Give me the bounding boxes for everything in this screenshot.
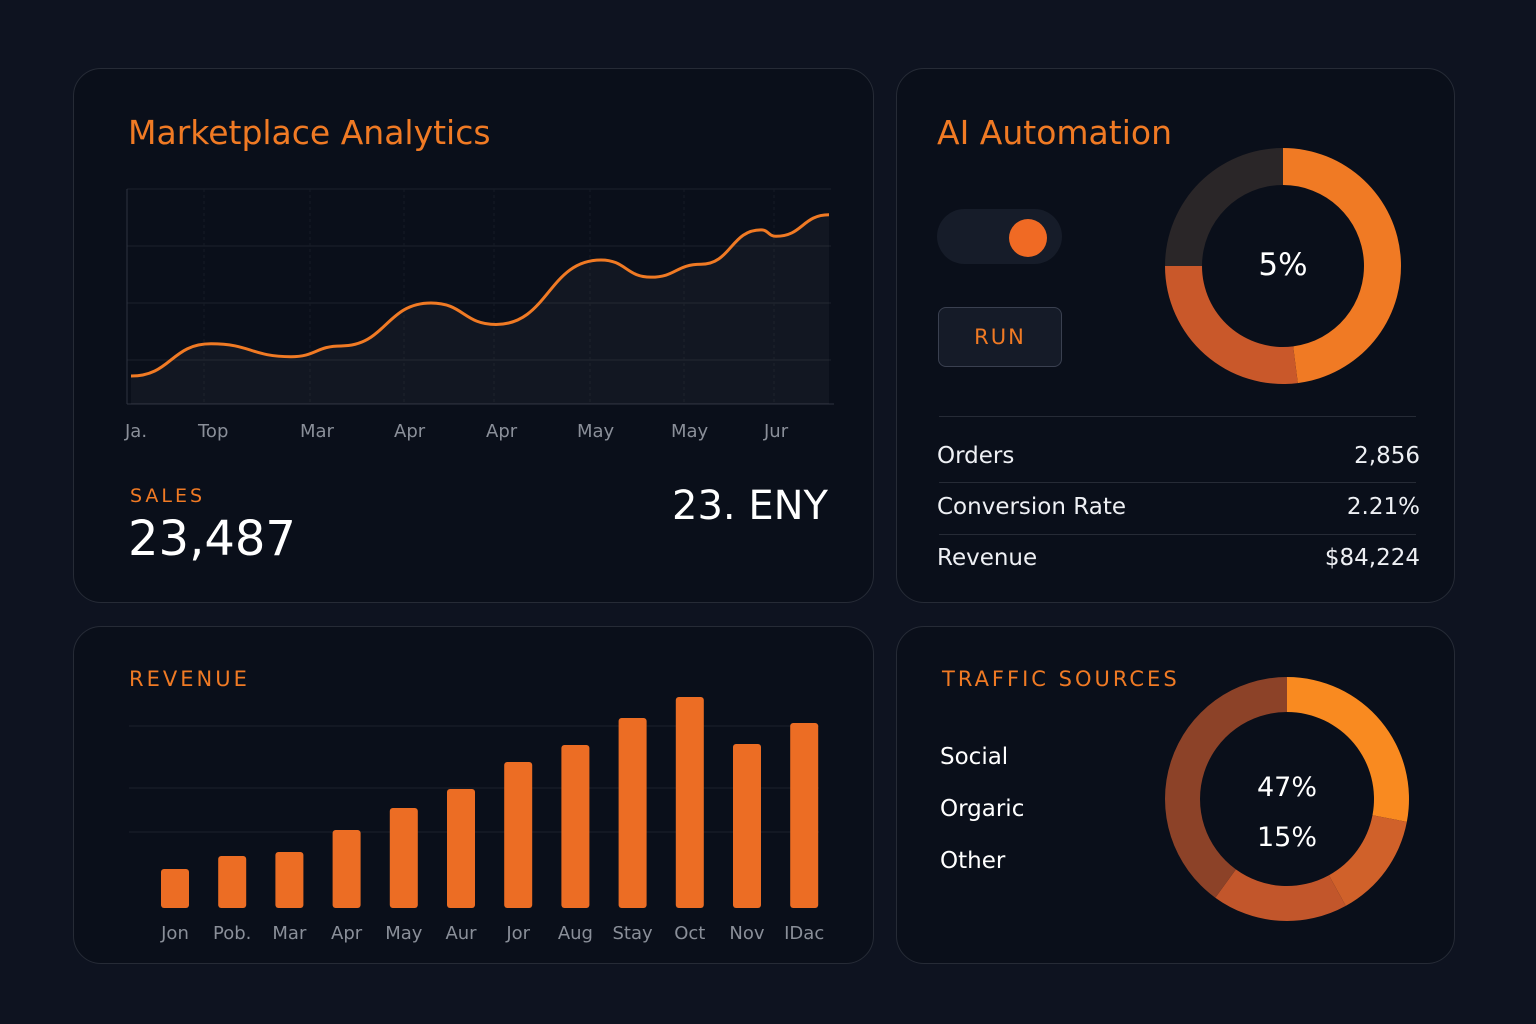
donut-segment bbox=[1328, 815, 1407, 906]
stat-row-orders: Orders 2,856 bbox=[937, 443, 1420, 469]
stat-row-revenue: Revenue $84,224 bbox=[937, 545, 1420, 571]
bar-x-label: Stay bbox=[612, 923, 653, 944]
bar-x-label: IDac bbox=[784, 923, 825, 944]
center-value-2: 15% bbox=[1256, 822, 1317, 853]
bar bbox=[733, 744, 761, 908]
x-tick-label: May bbox=[671, 421, 709, 442]
stat-value: 2.21% bbox=[1346, 494, 1420, 520]
legend-social: Social bbox=[940, 744, 1009, 770]
bar-x-label: Pob. bbox=[213, 923, 252, 944]
stat-value: $84,224 bbox=[1324, 545, 1420, 571]
automation-donut bbox=[1165, 148, 1402, 384]
legend-organic: Orgaric bbox=[940, 796, 1025, 822]
ai-automation-card: AI Automation RUN 5% Orders 2,856 Convers… bbox=[896, 68, 1455, 603]
card-title: AI Automation bbox=[937, 113, 1172, 152]
stat-label: Conversion Rate bbox=[937, 494, 1126, 520]
line-area bbox=[131, 215, 829, 404]
bar-x-label: Apr bbox=[331, 923, 363, 944]
x-tick-label: Apr bbox=[394, 421, 426, 442]
traffic-donut bbox=[1165, 677, 1409, 921]
bar bbox=[389, 808, 418, 908]
bar-x-label: Mar bbox=[272, 923, 307, 944]
sales-value: 23,487 bbox=[128, 511, 296, 567]
bar bbox=[161, 869, 189, 908]
bar-x-label: Aug bbox=[557, 923, 593, 944]
bar-x-label: May bbox=[385, 923, 423, 944]
donut-segment bbox=[1287, 677, 1409, 822]
card-title: Marketplace Analytics bbox=[128, 113, 491, 152]
bar bbox=[675, 697, 704, 908]
center-value-1: 47% bbox=[1256, 772, 1317, 803]
bar-x-label: Aur bbox=[445, 923, 477, 944]
bar bbox=[618, 718, 647, 908]
donut-segment bbox=[1215, 869, 1346, 921]
toggle-knob bbox=[1009, 219, 1047, 257]
sales-label: SALES bbox=[130, 485, 206, 507]
secondary-value: 23. ENY bbox=[672, 483, 828, 529]
bar-x-label: Jor bbox=[506, 923, 531, 944]
divider bbox=[939, 534, 1416, 535]
donut-segment bbox=[1165, 677, 1287, 898]
stat-label: Revenue bbox=[937, 545, 1038, 571]
donut-segment bbox=[1283, 148, 1402, 384]
bar-x-label: Jon bbox=[161, 923, 189, 944]
x-tick-label: Jur bbox=[764, 421, 789, 442]
x-tick-label: Apr bbox=[486, 421, 518, 442]
bar bbox=[332, 830, 361, 908]
x-tick-label: Top bbox=[198, 421, 229, 442]
donut-segment bbox=[1165, 148, 1283, 266]
divider bbox=[939, 482, 1416, 483]
legend-other: Other bbox=[940, 848, 1006, 874]
x-tick-label: Mar bbox=[300, 421, 334, 442]
traffic-sources-card: TRAFFIC SOURCES Social Orgaric Other 47%… bbox=[896, 626, 1455, 964]
run-button[interactable]: RUN bbox=[938, 307, 1062, 367]
bar bbox=[790, 723, 819, 908]
donut-segment bbox=[1165, 266, 1298, 384]
automation-toggle[interactable] bbox=[937, 209, 1062, 264]
bar-x-label: Nov bbox=[729, 923, 765, 944]
divider bbox=[939, 416, 1416, 417]
bar bbox=[504, 762, 533, 908]
marketplace-analytics-card: Marketplace Analytics Ja. Top Mar Apr Apr May… bbox=[73, 68, 874, 603]
bar-chart bbox=[129, 697, 819, 908]
stat-row-conversion: Conversion Rate 2.21% bbox=[937, 494, 1420, 520]
bar bbox=[275, 852, 304, 908]
bar-x-label: Oct bbox=[674, 923, 706, 944]
card-title: TRAFFIC SOURCES bbox=[942, 667, 1180, 691]
line-series bbox=[130, 213, 830, 378]
revenue-card: REVENUE Jon Pob. Mar Apr May Aur Jor Aug Stay Oct… bbox=[73, 626, 874, 964]
x-tick-label: May bbox=[577, 421, 615, 442]
line-chart bbox=[126, 188, 834, 405]
bar bbox=[561, 745, 590, 908]
stat-value: 2,856 bbox=[1354, 443, 1420, 469]
bar bbox=[218, 856, 247, 908]
card-title: REVENUE bbox=[129, 667, 250, 691]
donut-label: 5% bbox=[1258, 247, 1308, 283]
x-tick-label: Ja. bbox=[125, 421, 148, 442]
stat-label: Orders bbox=[937, 443, 1015, 469]
bar bbox=[447, 789, 475, 908]
